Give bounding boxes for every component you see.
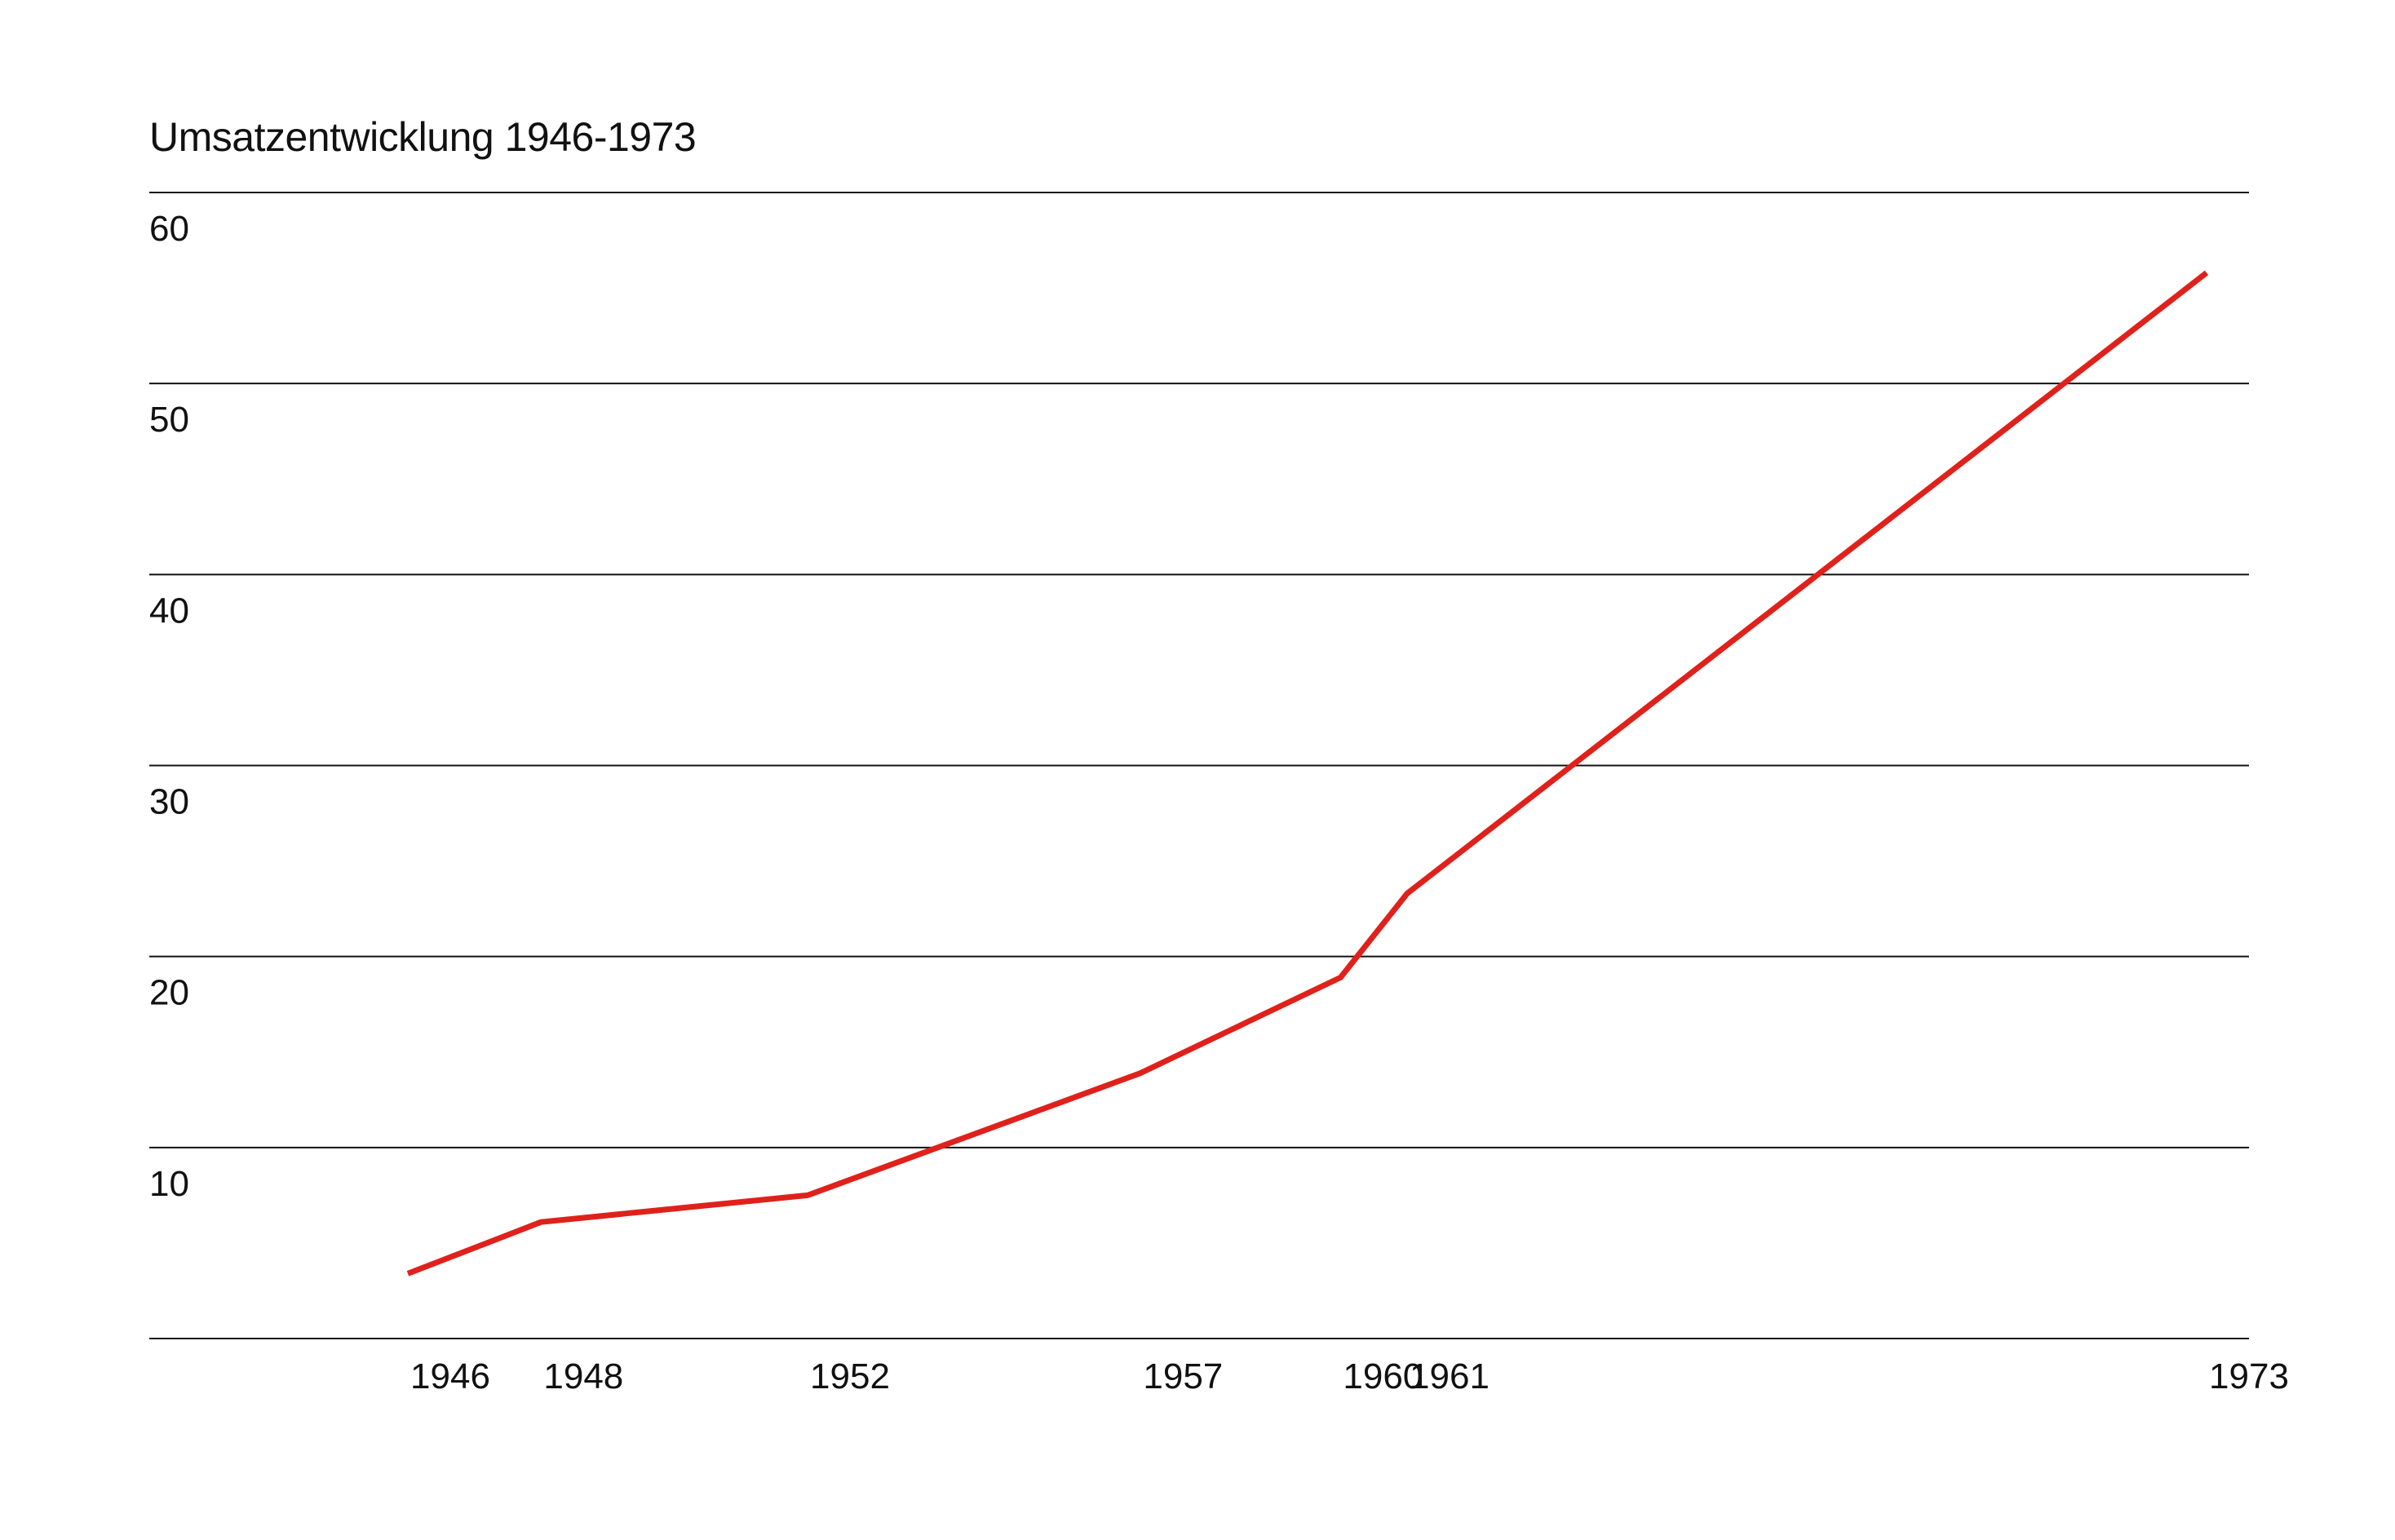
x-tick-label: 1952 xyxy=(810,1356,890,1396)
x-tick-label: 1973 xyxy=(2209,1356,2289,1396)
y-tick-label: 50 xyxy=(149,400,189,440)
x-tick-label: 1957 xyxy=(1143,1356,1223,1396)
x-tick-label: 1948 xyxy=(543,1356,623,1396)
series-line xyxy=(406,270,2209,1277)
chart-title: Umsatzentwicklung 1946-1973 xyxy=(149,114,697,160)
y-tick-label: 20 xyxy=(149,973,189,1013)
series-lines xyxy=(406,270,2209,1277)
y-axis-tick-labels: 10 20 30 40 50 60 xyxy=(149,209,189,1204)
x-tick-label: 1961 xyxy=(1410,1356,1490,1396)
y-tick-label: 10 xyxy=(149,1164,189,1204)
y-tick-label: 30 xyxy=(149,782,189,822)
y-tick-label: 40 xyxy=(149,591,189,631)
gridlines xyxy=(149,192,2249,1339)
x-tick-label: 1960 xyxy=(1343,1356,1423,1396)
y-tick-label: 60 xyxy=(149,209,189,249)
x-tick-label: 1946 xyxy=(410,1356,490,1396)
